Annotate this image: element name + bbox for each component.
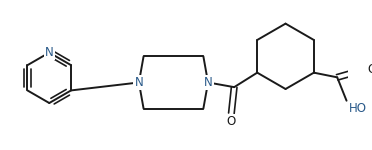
Text: HO: HO — [349, 102, 367, 115]
Text: O: O — [227, 115, 236, 128]
Text: N: N — [203, 76, 212, 89]
Text: O: O — [367, 63, 372, 76]
Text: N: N — [135, 76, 143, 89]
Text: N: N — [45, 46, 54, 59]
